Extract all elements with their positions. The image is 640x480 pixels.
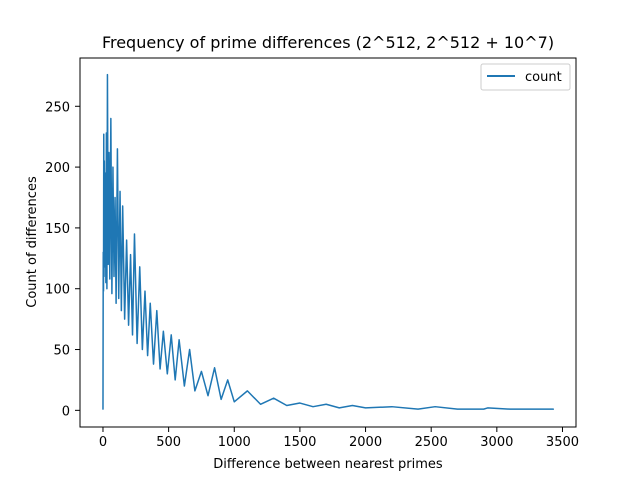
x-tick-label: 500 (156, 435, 181, 450)
x-axis-label: Difference between nearest primes (213, 457, 443, 472)
y-tick-label: 250 (45, 100, 70, 115)
y-tick-label: 0 (62, 404, 70, 419)
y-tick-label: 150 (45, 222, 70, 237)
legend-label-count: count (525, 70, 562, 85)
x-tick-label: 1000 (218, 435, 251, 450)
series-line-count (102, 73, 555, 410)
y-tick-label: 200 (45, 161, 70, 176)
y-axis-label: Count of differences (25, 176, 40, 308)
y-tick-label: 100 (45, 283, 70, 298)
legend: count (480, 63, 571, 91)
x-tick-label: 2000 (349, 435, 382, 450)
plot-area (79, 57, 577, 428)
y-axis-ticks: 0 50 100 150 200 250 (45, 100, 80, 419)
series-group (102, 73, 555, 410)
x-axis-ticks: 0 500 1000 1500 2000 2500 3000 3500 (99, 427, 579, 450)
x-tick-label: 3000 (480, 435, 513, 450)
x-tick-label: 1500 (283, 435, 316, 450)
x-tick-label: 2500 (415, 435, 448, 450)
chart-title: Frequency of prime differences (2^512, 2… (102, 33, 554, 52)
y-tick-label: 50 (53, 344, 70, 359)
x-tick-label: 0 (99, 435, 107, 450)
legend-box (480, 63, 571, 91)
x-tick-label: 3500 (546, 435, 579, 450)
